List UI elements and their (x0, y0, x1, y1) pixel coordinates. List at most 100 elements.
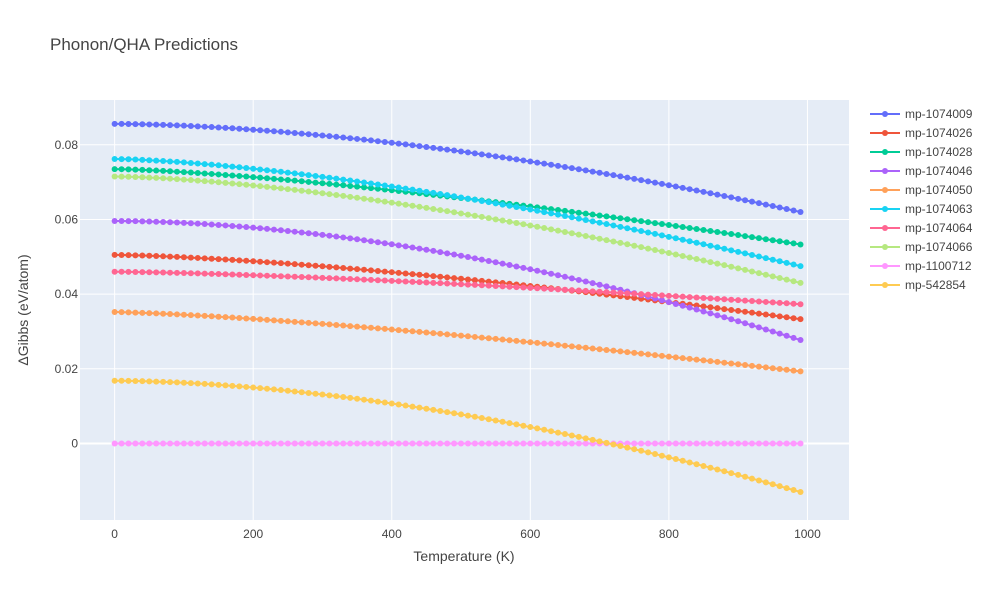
data-point (534, 159, 541, 166)
data-point (146, 218, 153, 225)
data-point (153, 121, 160, 128)
legend-item[interactable]: mp-1074066 (870, 240, 973, 254)
data-point (458, 210, 465, 217)
data-point (437, 249, 444, 256)
data-point (797, 368, 804, 375)
data-point (153, 269, 160, 276)
data-point (589, 168, 596, 175)
data-point (305, 230, 312, 237)
legend-item[interactable]: mp-1074050 (870, 183, 973, 197)
data-point (499, 440, 506, 447)
data-point (645, 449, 652, 456)
data-point (160, 440, 167, 447)
data-point (333, 321, 340, 328)
data-point (596, 288, 603, 295)
data-point (458, 194, 465, 201)
data-point (298, 187, 305, 194)
data-point (243, 315, 250, 322)
data-point (652, 292, 659, 298)
legend-item[interactable]: mp-1074064 (870, 221, 973, 235)
data-point (146, 157, 153, 164)
data-point (402, 141, 409, 148)
data-point (721, 468, 728, 475)
data-point (423, 329, 430, 336)
data-point (180, 379, 187, 386)
data-point (749, 198, 756, 205)
legend-item[interactable]: mp-542854 (870, 278, 966, 292)
data-point (229, 314, 236, 321)
legend-swatch-marker (882, 225, 888, 231)
data-point (180, 176, 187, 183)
data-point (769, 440, 776, 447)
data-point (582, 287, 589, 294)
data-point (492, 283, 499, 289)
legend-swatch-marker (882, 168, 888, 174)
data-point (381, 240, 388, 247)
data-point (388, 269, 395, 276)
data-point (575, 433, 582, 440)
data-point (485, 257, 492, 264)
data-point (783, 314, 790, 321)
data-point (132, 268, 139, 275)
data-point (707, 304, 714, 311)
data-point (693, 256, 700, 263)
data-point (797, 241, 804, 248)
data-point (430, 273, 437, 280)
legend-item[interactable]: mp-1100712 (870, 259, 972, 273)
data-point (160, 121, 167, 128)
data-point (492, 440, 499, 447)
data-point (582, 435, 589, 442)
data-point (367, 276, 374, 283)
data-point (423, 204, 430, 211)
data-point (187, 440, 194, 447)
data-point (416, 203, 423, 210)
data-point (568, 432, 575, 439)
data-point (139, 166, 146, 173)
data-point (735, 361, 742, 368)
data-point (201, 161, 208, 168)
data-point (749, 298, 756, 305)
data-point (229, 125, 236, 132)
data-point (658, 232, 665, 239)
series-line (114, 379, 801, 493)
data-point (672, 440, 679, 447)
data-point (167, 158, 174, 165)
data-point (638, 218, 645, 225)
data-point (700, 303, 707, 310)
data-point (652, 247, 659, 254)
data-point (679, 457, 686, 464)
data-point (444, 192, 451, 199)
data-point (347, 323, 354, 330)
data-point (264, 167, 271, 174)
data-point (215, 313, 222, 320)
data-point (527, 440, 534, 447)
data-point (437, 280, 444, 287)
data-point (700, 257, 707, 264)
legend-item[interactable]: mp-1074026 (870, 126, 973, 140)
data-point (444, 440, 451, 447)
legend-item[interactable]: mp-1074009 (870, 107, 973, 121)
data-point (555, 272, 562, 279)
data-point (735, 265, 742, 272)
data-point (319, 274, 326, 281)
legend-item[interactable]: mp-1074063 (870, 202, 973, 216)
data-point (755, 270, 762, 277)
data-point (458, 411, 465, 418)
series-mp-1100712 (111, 440, 804, 447)
data-point (361, 396, 368, 403)
data-point (118, 440, 125, 447)
data-point (471, 255, 478, 262)
data-point (354, 276, 361, 283)
data-point (464, 281, 471, 288)
data-point (125, 309, 132, 316)
data-point (755, 310, 762, 317)
data-point (118, 173, 125, 180)
data-point (575, 215, 582, 222)
data-point (139, 218, 146, 225)
data-point (243, 440, 250, 447)
legend-item[interactable]: mp-1074046 (870, 164, 973, 178)
data-point (395, 278, 402, 285)
data-point (471, 150, 478, 157)
data-point (749, 440, 756, 447)
legend-item[interactable]: mp-1074028 (870, 145, 973, 159)
